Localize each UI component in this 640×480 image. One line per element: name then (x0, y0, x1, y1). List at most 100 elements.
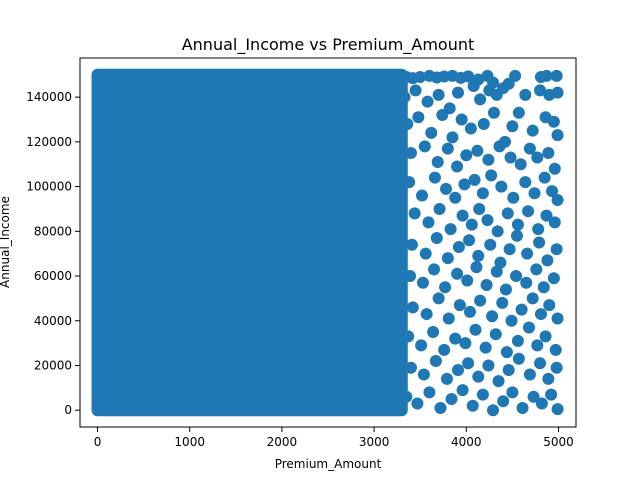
scatter-point (501, 207, 514, 220)
scatter-point (473, 202, 486, 215)
scatter-point (423, 386, 436, 399)
scatter-point (534, 357, 547, 370)
scatter-point (416, 276, 429, 289)
scatter-point (502, 77, 515, 90)
scatter-point (433, 202, 446, 215)
scatter-point (428, 171, 441, 184)
scatter-point (398, 91, 411, 104)
scatter-point (510, 229, 523, 242)
scatter-point (416, 189, 429, 202)
scatter-point (531, 339, 544, 352)
scatter-point (504, 151, 517, 164)
scatter-point (408, 207, 421, 220)
scatter-point (551, 86, 564, 99)
scatter-point (446, 131, 459, 144)
y-tick-label: 40000 (34, 314, 72, 328)
scatter-point (505, 314, 518, 327)
scatter-point (491, 225, 504, 238)
scatter-point (486, 310, 499, 323)
scatter-point (506, 120, 519, 133)
scatter-point (550, 69, 563, 82)
scatter-point (403, 176, 416, 189)
scatter-point (541, 254, 554, 267)
scatter-point (485, 169, 498, 182)
scatter-point (404, 147, 417, 160)
scatter-point (452, 240, 465, 253)
scatter-point (510, 270, 523, 283)
scatter-point (412, 111, 425, 124)
scatter-point (430, 232, 443, 245)
scatter-point (439, 281, 452, 294)
scatter-point (451, 267, 464, 280)
scatter-point (476, 187, 489, 200)
scatter-point (495, 180, 508, 193)
scatter-point (432, 292, 445, 305)
scatter-point (512, 106, 525, 119)
scatter-point (492, 375, 505, 388)
scatter-point (474, 93, 487, 106)
scatter-point (418, 140, 431, 153)
chart-title: Annual_Income vs Premium_Amount (182, 35, 475, 55)
x-tick-label: 3000 (359, 435, 390, 449)
scatter-point (419, 247, 432, 260)
scatter-point (471, 144, 484, 157)
scatter-point (428, 263, 441, 276)
y-tick-label: 0 (64, 403, 72, 417)
scatter-point (521, 247, 534, 260)
scatter-point (547, 272, 560, 285)
scatter-point (434, 401, 447, 414)
scatter-point (440, 372, 453, 385)
scatter-point (489, 328, 502, 341)
scatter-point (472, 249, 485, 262)
scatter-point (463, 305, 476, 318)
scatter-point (487, 404, 500, 417)
scatter-point (532, 223, 545, 236)
scatter-point (540, 209, 553, 222)
scatter-point (523, 142, 536, 155)
y-tick-label: 20000 (34, 359, 72, 373)
scatter-point (496, 296, 509, 309)
scatter-point (528, 187, 541, 200)
scatter-point (523, 368, 536, 381)
plot-frame (79, 57, 577, 428)
scatter-point (415, 339, 428, 352)
scatter-point (451, 160, 464, 173)
scatter-point (548, 162, 561, 175)
scatter-point (474, 294, 487, 307)
scatter-point (546, 185, 559, 198)
scatter-point (401, 117, 414, 130)
scatter-point (406, 301, 419, 314)
scatter-point (545, 388, 558, 401)
scatter-point (455, 113, 468, 126)
scatter-point (516, 401, 529, 414)
scatter-point (482, 153, 495, 166)
scatter-point (522, 205, 535, 218)
scatter-point (458, 178, 471, 191)
scatter-point (535, 397, 548, 410)
scatter-point (527, 390, 540, 403)
scatter-point (537, 281, 550, 294)
scatter-point (481, 214, 494, 227)
scatter-point (440, 182, 453, 195)
scatter-point (470, 261, 483, 274)
scatter-point (414, 71, 427, 84)
scatter-point (526, 292, 539, 305)
scatter-point (405, 238, 418, 251)
y-tick-label: 140000 (26, 90, 72, 104)
scatter-point (480, 278, 493, 291)
scatter-point (468, 173, 481, 186)
scatter-point (449, 191, 462, 204)
scatter-point (400, 390, 413, 403)
x-tick-label: 5000 (543, 435, 574, 449)
scatter-point (402, 330, 415, 343)
scatter-point (451, 86, 464, 99)
scatter-point (490, 265, 503, 278)
scatter-point (460, 149, 473, 162)
scatter-point (427, 325, 440, 338)
scatter-point (551, 194, 564, 207)
scatter-point (538, 171, 551, 184)
scatter-point (404, 361, 417, 374)
scatter-point (404, 270, 417, 283)
scatter-point (420, 308, 433, 321)
